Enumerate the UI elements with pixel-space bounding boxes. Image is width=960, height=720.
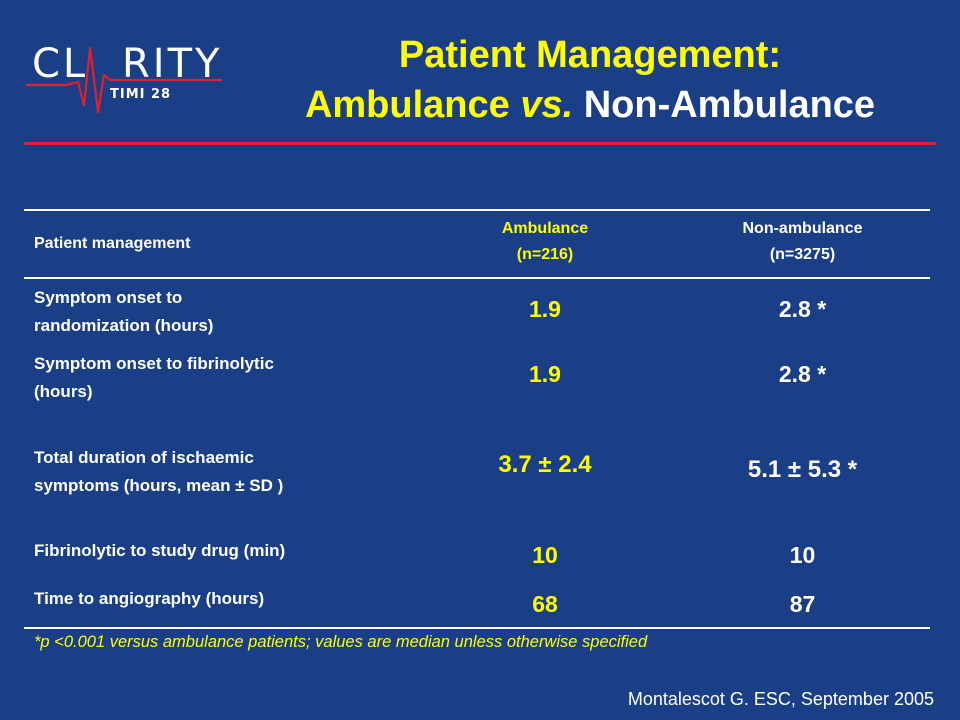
row-label-line: Fibrinolytic to study drug (min) [34,541,286,560]
row-label-line: Total duration of ischaemic [34,448,254,467]
table-bottom-rule [24,627,930,629]
row-label-line: Time to angiography (hours) [34,589,265,608]
header-patient-management: Patient management [34,235,191,252]
header-non-ambulance: Non-ambulance (n=3275) [690,216,915,268]
ecg-pulse-line [26,46,222,114]
header-ambulance-name: Ambulance [501,220,589,237]
header-non-ambulance-n: (n=3275) [769,246,836,263]
ambulance-value: 68 [532,591,558,617]
logo-subtitle: TIMI 28 [110,87,171,102]
header-non-ambulance-name: Non-ambulance [742,220,863,237]
title-divider [24,142,936,145]
row-label-line: Symptom onset to [34,288,183,307]
ambulance-value: 3.7 ± 2.4 [498,451,592,478]
table-row-label: Time to angiography (hours) [34,585,394,613]
title-vs: vs. [520,84,574,126]
title-non-ambulance: Non-Ambulance [573,84,876,126]
table-header-rule [24,277,930,279]
title-ambulance: Ambulance [304,84,521,126]
row-label-line: (hours) [34,382,93,401]
table-row-label: Symptom onset to fibrinolytic (hours) [34,350,394,406]
clarity-timi-28-logo: CL RITY TIMI 28 [26,30,236,130]
non-ambulance-value: 87 [789,591,816,617]
title-line-2: Ambulance vs. Non-Ambulance [240,80,940,130]
non-ambulance-value: 10 [789,542,816,568]
table-footnote: *p <0.001 versus ambulance patients; val… [34,633,648,651]
source-citation: Montalescot G. ESC, September 2005 [627,689,934,709]
non-ambulance-value: 2.8 * [778,296,827,322]
row-label-line: symptoms (hours, mean ± SD ) [34,476,284,495]
table-top-rule [24,209,930,211]
row-label-line: randomization (hours) [34,316,214,335]
non-ambulance-value: 5.1 ± 5.3 * [747,456,858,483]
ambulance-value: 1.9 [529,361,561,387]
logo-word-left: CL [32,41,88,87]
header-ambulance: Ambulance (n=216) [465,216,625,268]
header-ambulance-n: (n=216) [516,246,574,263]
table-row-label: Symptom onset to randomization (hours) [34,284,394,340]
table-row-label: Fibrinolytic to study drug (min) [34,537,394,565]
title-line-1: Patient Management: [398,34,782,76]
non-ambulance-value: 2.8 * [778,361,827,387]
slide-title: Patient Management: Ambulance vs. Non-Am… [240,30,940,130]
row-label-line: Symptom onset to fibrinolytic [34,354,274,373]
ecg-pulse-logo-graphic: CL RITY TIMI 28 [26,41,222,114]
table-row-label: Total duration of ischaemic symptoms (ho… [34,444,394,500]
ambulance-value: 10 [532,542,558,568]
ambulance-value: 1.9 [529,296,561,322]
